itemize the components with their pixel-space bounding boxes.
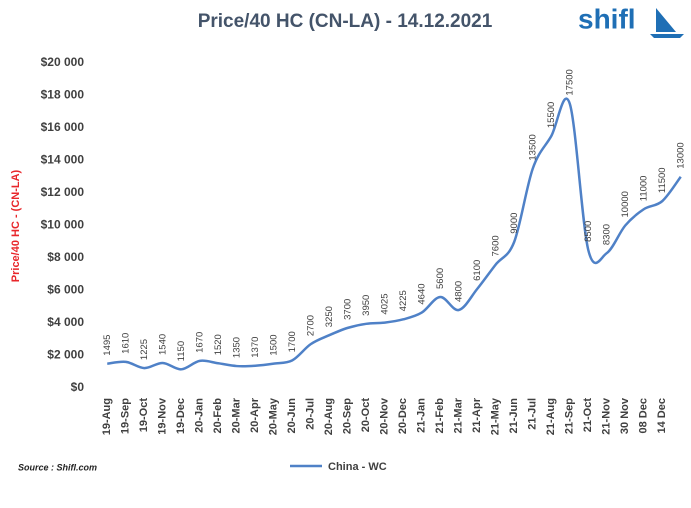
x-tick-label: 21-Jun [508, 398, 520, 434]
x-tick-label: 20-Feb [212, 398, 224, 434]
y-tick-label: $8 000 [47, 250, 84, 264]
y-tick-label: $14 000 [41, 153, 85, 167]
x-tick-label: 20-Apr [249, 397, 261, 433]
x-tick-label: 21-Mar [453, 397, 465, 433]
y-tick-label: $4 000 [47, 315, 84, 329]
x-tick-label: 19-Oct [138, 398, 150, 433]
x-tick-label: 21-Jan [416, 398, 428, 433]
value-label: 13500 [527, 134, 538, 160]
value-label: 9000 [509, 213, 520, 234]
y-tick-label: $16 000 [41, 120, 85, 134]
y-tick-label: $10 000 [41, 218, 85, 232]
x-tick-label: 19-Dec [175, 398, 187, 434]
x-tick-label: 21-May [490, 397, 502, 435]
y-tick-label: $20 000 [41, 55, 85, 69]
x-tick-label: 21-Feb [434, 398, 446, 434]
data-line [107, 97, 682, 371]
x-tick-label: 21-Apr [471, 397, 483, 433]
chart-title: Price/40 HC (CN-LA) - 14.12.2021 [198, 11, 493, 32]
source-note: Source : Shifl.com [18, 462, 97, 472]
value-label: 5600 [435, 268, 446, 289]
value-label: 15500 [546, 102, 557, 128]
value-label: 1495 [102, 335, 113, 356]
value-label: 3950 [361, 295, 372, 316]
value-label: 3250 [324, 306, 335, 327]
value-label: 11500 [657, 167, 668, 193]
x-tick-label: 20-Jun [286, 398, 298, 434]
value-label: 1540 [157, 334, 168, 355]
value-label: 1225 [139, 339, 150, 360]
value-label: 1370 [250, 337, 261, 358]
y-tick-label: $18 000 [41, 88, 85, 102]
value-label: 8300 [601, 224, 612, 245]
y-axis-label: Price/40 HC - (CN-LA) [10, 169, 22, 282]
x-tick-label: 19-Nov [157, 397, 169, 435]
y-tick-label: $6 000 [47, 283, 84, 297]
value-label: 1700 [287, 331, 298, 352]
value-label: 3700 [342, 299, 353, 320]
value-label: 1150 [176, 341, 187, 361]
y-tick-label: $2 000 [47, 348, 84, 362]
x-tick-label: 20-Jul [305, 398, 317, 430]
x-tick-label: 20-Sep [342, 398, 354, 434]
value-label: 13000 [675, 142, 686, 168]
x-tick-label: 14 Dec [656, 398, 668, 433]
x-tick-label: 21-Sep [564, 398, 576, 434]
value-label: 17500 [564, 69, 575, 95]
value-label: 11000 [638, 176, 649, 202]
x-tick-label: 20-Aug [323, 398, 335, 435]
x-tick-label: 20-Mar [231, 397, 243, 433]
x-tick-label: 21-Oct [582, 398, 594, 433]
y-tick-label: $0 [71, 380, 85, 394]
x-tick-label: 30 Nov [619, 397, 631, 434]
x-tick-label: 08 Dec [638, 398, 650, 433]
logo-sail [650, 8, 684, 38]
value-label: 1670 [194, 332, 205, 353]
value-label: 6100 [472, 260, 483, 281]
y-tick-label: $12 000 [41, 185, 85, 199]
x-tick-label: 19-Aug [101, 398, 113, 435]
x-tick-label: 21-Aug [545, 398, 557, 435]
value-label: 4025 [379, 293, 390, 314]
x-tick-label: 20-Jan [194, 398, 206, 433]
value-label: 7600 [490, 235, 501, 256]
x-tick-label: 20-Oct [360, 398, 372, 433]
value-label: 1350 [231, 337, 242, 358]
value-label: 1610 [120, 333, 131, 354]
x-tick-label: 21-Nov [601, 397, 613, 435]
value-label: 1500 [268, 334, 279, 355]
value-label: 4225 [398, 290, 409, 311]
x-tick-label: 20-May [268, 397, 280, 435]
brand-logo: shifl [578, 3, 636, 34]
value-label: 1520 [213, 334, 224, 355]
value-label: 8500 [583, 221, 594, 242]
value-label: 4640 [416, 283, 427, 304]
value-label: 2700 [305, 315, 316, 336]
value-label: 10000 [620, 191, 631, 217]
x-tick-label: 19-Sep [120, 398, 132, 434]
x-tick-label: 20-Nov [379, 397, 391, 435]
x-tick-label: 20-Dec [397, 398, 409, 434]
legend-label: China - WC [328, 461, 387, 473]
value-label: 4800 [453, 281, 464, 302]
x-tick-label: 21-Jul [527, 398, 539, 430]
